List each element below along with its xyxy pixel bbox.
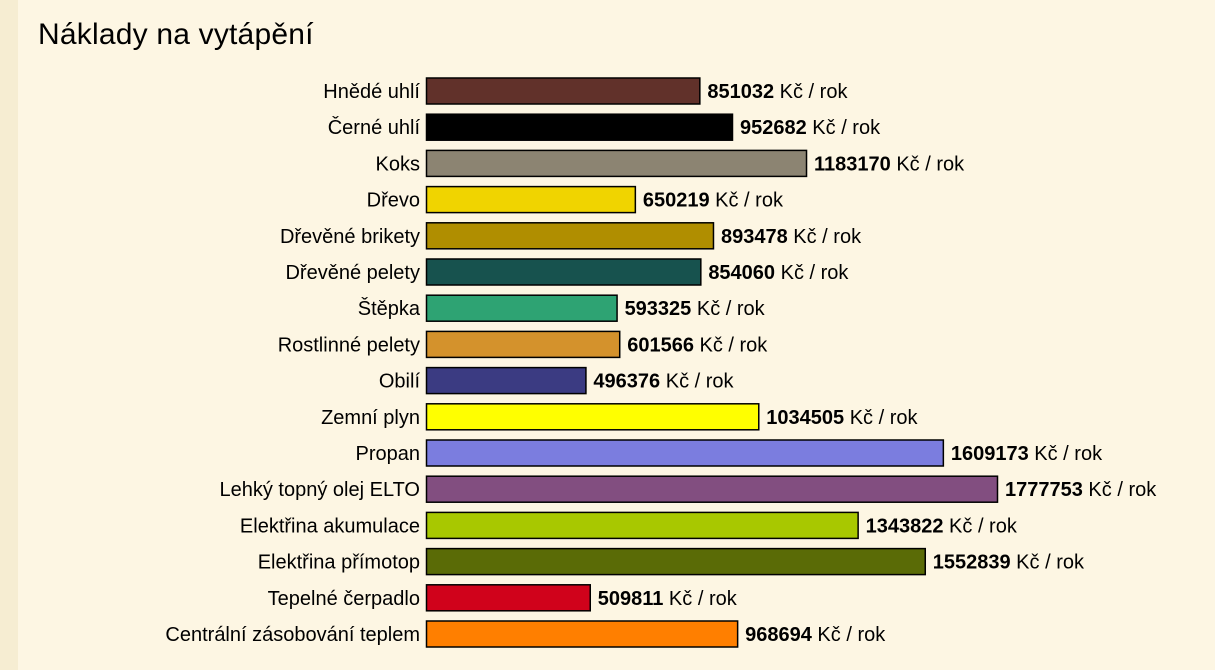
category-label: Tepelné čerpadlo: [268, 588, 420, 610]
bar: [425, 366, 587, 395]
bar-group: Černé uhlí 952682 Kč / rok: [328, 113, 881, 141]
bar-group: Štěpka 593325 Kč / rok: [358, 294, 766, 322]
value-label: 601566 Kč / rok: [627, 334, 768, 356]
bar: [425, 403, 760, 431]
value-label: 496376 Kč / rok: [593, 371, 734, 393]
category-label: Černé uhlí: [328, 116, 421, 139]
value-label: 854060 Kč / rok: [708, 262, 849, 284]
bar: [425, 185, 637, 214]
category-label: Dřevěné pelety: [285, 262, 420, 284]
value-label: 1183170 Kč / rok: [814, 153, 965, 175]
bar-group: Tepelné čerpadlo 509811 Kč / rok: [268, 584, 738, 612]
value-label: 509811 Kč / rok: [598, 588, 738, 610]
category-label: Dřevo: [367, 190, 420, 212]
bar-group: Hnědé uhlí 851032 Kč / rok: [323, 77, 848, 105]
category-label: Propan: [356, 443, 421, 465]
bar-group: Elektřina přímotop 1552839 Kč / rok: [258, 547, 1085, 576]
bar: [425, 222, 715, 250]
bar: [425, 330, 621, 359]
bar-group: Obilí 496376 Kč / rok: [379, 366, 735, 395]
category-label: Rostlinné pelety: [278, 334, 420, 356]
bar: [425, 77, 701, 105]
category-label: Centrální zásobování teplem: [165, 624, 420, 646]
bar: [425, 294, 618, 322]
category-label: Štěpka: [358, 297, 421, 320]
bar: [425, 547, 927, 576]
value-label: 851032 Kč / rok: [707, 81, 848, 103]
category-label: Zemní plyn: [321, 407, 420, 429]
category-label: Elektřina přímotop: [258, 552, 420, 574]
category-label: Elektřina akumulace: [240, 515, 420, 537]
value-label: 650219 Kč / rok: [643, 190, 784, 212]
left-background-strip: [0, 0, 18, 670]
category-label: Koks: [376, 153, 420, 175]
bar-group: Dřevěné brikety 893478 Kč / rok: [280, 222, 862, 250]
value-label: 968694 Kč / rok: [745, 624, 886, 646]
bar-group: Elektřina akumulace 1343822 Kč / rok: [240, 511, 1018, 540]
value-label: 1552839 Kč / rok: [933, 552, 1085, 574]
value-label: 1343822 Kč / rok: [866, 515, 1018, 537]
value-label: 1777753 Kč / rok: [1005, 479, 1157, 501]
bar: [425, 584, 591, 612]
bar-group: Dřevěné pelety 854060 Kč / rok: [285, 258, 849, 286]
value-label: 893478 Kč / rok: [721, 226, 862, 248]
category-label: Lehký topný olej ELTO: [220, 479, 421, 501]
bar-group: Lehký topný olej ELTO 1777753 Kč / rok: [220, 475, 1157, 503]
chart-title: Náklady na vytápění: [38, 18, 314, 51]
bar: [425, 439, 945, 467]
category-label: Hnědé uhlí: [323, 81, 420, 103]
bar: [425, 258, 702, 286]
bar-group: Zemní plyn 1034505 Kč / rok: [321, 403, 918, 431]
bar-group: Rostlinné pelety 601566 Kč / rok: [278, 330, 768, 359]
bar: [425, 113, 734, 141]
value-label: 593325 Kč / rok: [625, 298, 766, 320]
value-label: 952682 Kč / rok: [740, 117, 881, 139]
value-label: 1034505 Kč / rok: [766, 407, 918, 429]
bar: [425, 511, 859, 540]
bar-group: Dřevo 650219 Kč / rok: [367, 185, 784, 214]
bar: [425, 475, 999, 503]
bar-group: Propan 1609173 Kč / rok: [356, 439, 1103, 467]
category-label: Dřevěné brikety: [280, 226, 420, 248]
bar-group: Centrální zásobování teplem 968694 Kč / r…: [165, 620, 886, 648]
category-label: Obilí: [379, 371, 421, 393]
value-label: 1609173 Kč / rok: [951, 443, 1103, 465]
bar: [425, 149, 808, 178]
bar: [425, 620, 739, 648]
bar-group: Koks 1183170 Kč / rok: [376, 149, 965, 178]
